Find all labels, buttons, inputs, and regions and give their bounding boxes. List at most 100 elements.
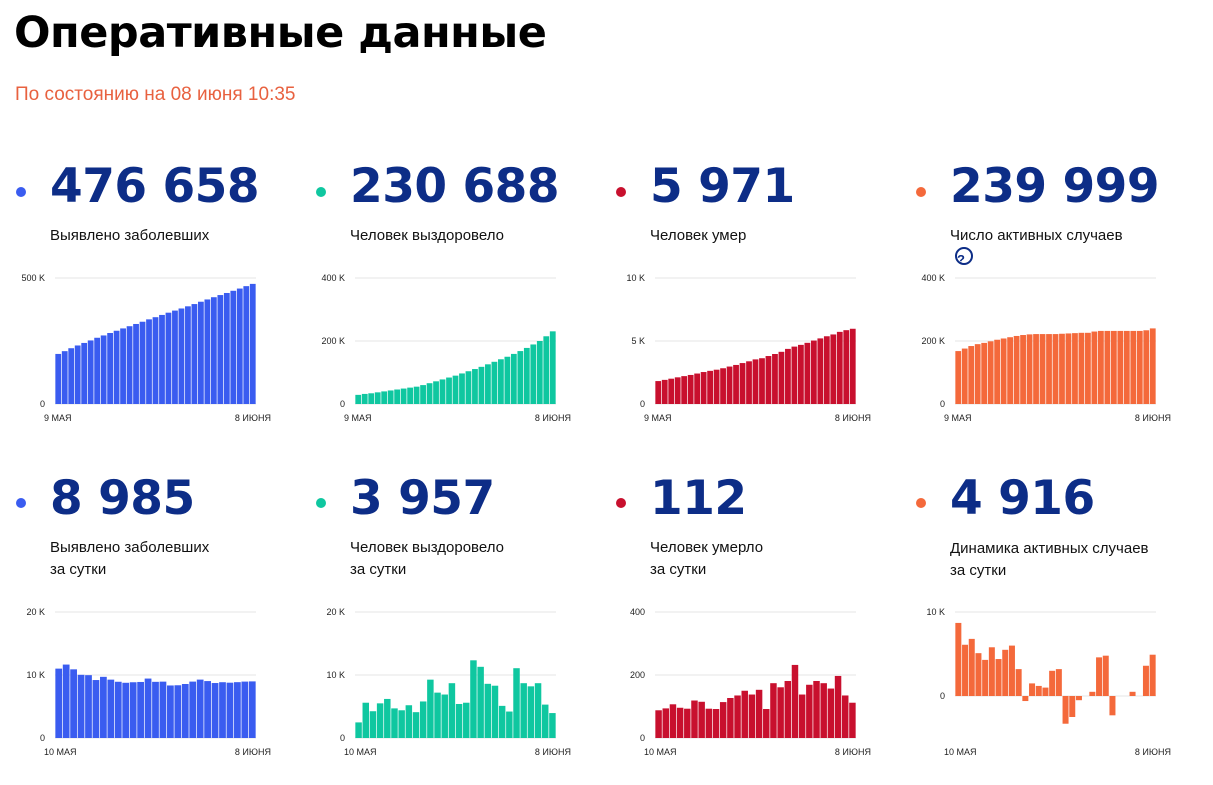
x-tick-label-start: 9 МАЯ — [44, 413, 72, 423]
x-tick-label-end: 8 ИЮНЯ — [1135, 747, 1171, 757]
series-color-dot — [916, 187, 926, 197]
y-tick-label: 20 K — [26, 607, 45, 617]
bar — [137, 681, 144, 738]
bar — [741, 690, 748, 738]
bar — [391, 708, 398, 738]
bar — [400, 388, 407, 404]
bar — [470, 660, 477, 738]
x-tick-label-end: 8 ИЮНЯ — [835, 747, 871, 757]
bar — [1042, 687, 1049, 696]
bar — [219, 682, 226, 738]
bar — [1096, 657, 1103, 696]
bar — [968, 346, 975, 404]
stat-value: 112 — [650, 471, 747, 526]
bar — [234, 682, 241, 738]
y-tick-label: 500 K — [21, 273, 45, 283]
bar — [975, 653, 982, 696]
bar — [712, 709, 720, 738]
bar — [248, 681, 256, 738]
bar — [720, 368, 726, 404]
bar — [772, 354, 778, 404]
bar — [506, 711, 513, 738]
bar — [85, 675, 92, 738]
bar — [159, 681, 167, 738]
y-tick-label: 0 — [940, 399, 945, 409]
bar — [1072, 333, 1078, 404]
bar — [523, 347, 530, 404]
bar — [734, 695, 741, 738]
bar — [530, 344, 537, 404]
y-tick-label: 400 K — [321, 273, 345, 283]
chart-recovered: 0 200 K 400 K 9 МАЯ 8 ИЮНЯ — [321, 273, 571, 423]
chart-deaths: 0 5 K 10 K 9 МАЯ 8 ИЮНЯ — [626, 273, 871, 423]
y-tick-label: 400 K — [921, 273, 945, 283]
bar — [159, 314, 165, 404]
bar — [797, 344, 804, 404]
y-tick-label: 0 — [640, 399, 645, 409]
bar — [181, 683, 189, 738]
bar — [1059, 333, 1065, 404]
y-tick-label: 0 — [340, 399, 345, 409]
stat-label: Человек выздоровело за сутки — [350, 539, 504, 578]
bar — [381, 391, 388, 404]
bar — [477, 666, 484, 738]
series-color-dot — [916, 498, 926, 508]
bar — [243, 286, 250, 404]
bar — [510, 353, 517, 404]
x-tick-label-end: 8 ИЮНЯ — [235, 413, 271, 423]
y-tick-label: 20 K — [326, 607, 345, 617]
bar — [384, 698, 391, 738]
x-tick-label-start: 10 МАЯ — [44, 747, 77, 757]
bar — [763, 709, 770, 738]
stat-value: 239 999 — [950, 159, 1160, 214]
y-tick-label: 10 K — [626, 273, 645, 283]
bar — [223, 292, 230, 404]
bar — [726, 366, 733, 404]
bar — [681, 376, 688, 404]
bar — [107, 332, 114, 404]
bar — [987, 341, 994, 404]
series-color-dot — [16, 498, 26, 508]
bar — [655, 710, 662, 738]
y-tick-label: 5 K — [631, 336, 645, 346]
bar — [394, 389, 401, 404]
bar — [413, 386, 420, 404]
bar — [1039, 334, 1046, 404]
bar — [100, 335, 107, 404]
bar — [55, 668, 63, 738]
stat-card-recovered: 230 688 Человек выздоровело 0 200 K 400 K 9… — [316, 158, 616, 468]
bar — [1022, 696, 1029, 702]
bar — [113, 330, 120, 404]
stat-card-total-cases: 476 658 Выявлено заболевших 0 500 K 9 МАЯ 8… — [16, 158, 316, 468]
stat-value: 3 957 — [350, 471, 495, 526]
stat-label: Динамика активных случаев за сутки — [950, 540, 1149, 579]
bar — [412, 712, 420, 738]
bar — [700, 372, 707, 404]
y-tick-label: 400 — [630, 607, 645, 617]
bar — [955, 351, 962, 404]
bar — [178, 308, 185, 404]
bar — [74, 345, 81, 404]
bar — [68, 348, 75, 404]
bar — [1075, 696, 1082, 701]
bar — [355, 394, 362, 404]
x-tick-label-end: 8 ИЮНЯ — [235, 747, 271, 757]
bar — [1033, 334, 1039, 404]
bar — [791, 664, 799, 738]
bar — [152, 681, 159, 738]
bar — [122, 682, 130, 738]
bar — [698, 701, 705, 738]
stat-value: 5 971 — [650, 159, 795, 214]
bar — [823, 336, 830, 404]
bar — [236, 288, 243, 404]
page-title: Оперативные данные — [14, 8, 547, 58]
x-tick-label-end: 8 ИЮНЯ — [535, 747, 571, 757]
bar — [114, 681, 122, 738]
question-circle-icon[interactable]: ? — [955, 247, 973, 267]
bar — [196, 679, 204, 738]
bar — [655, 381, 662, 404]
bar — [849, 328, 856, 404]
bar — [249, 283, 256, 404]
series-color-dot — [316, 498, 326, 508]
bar — [1123, 330, 1130, 404]
